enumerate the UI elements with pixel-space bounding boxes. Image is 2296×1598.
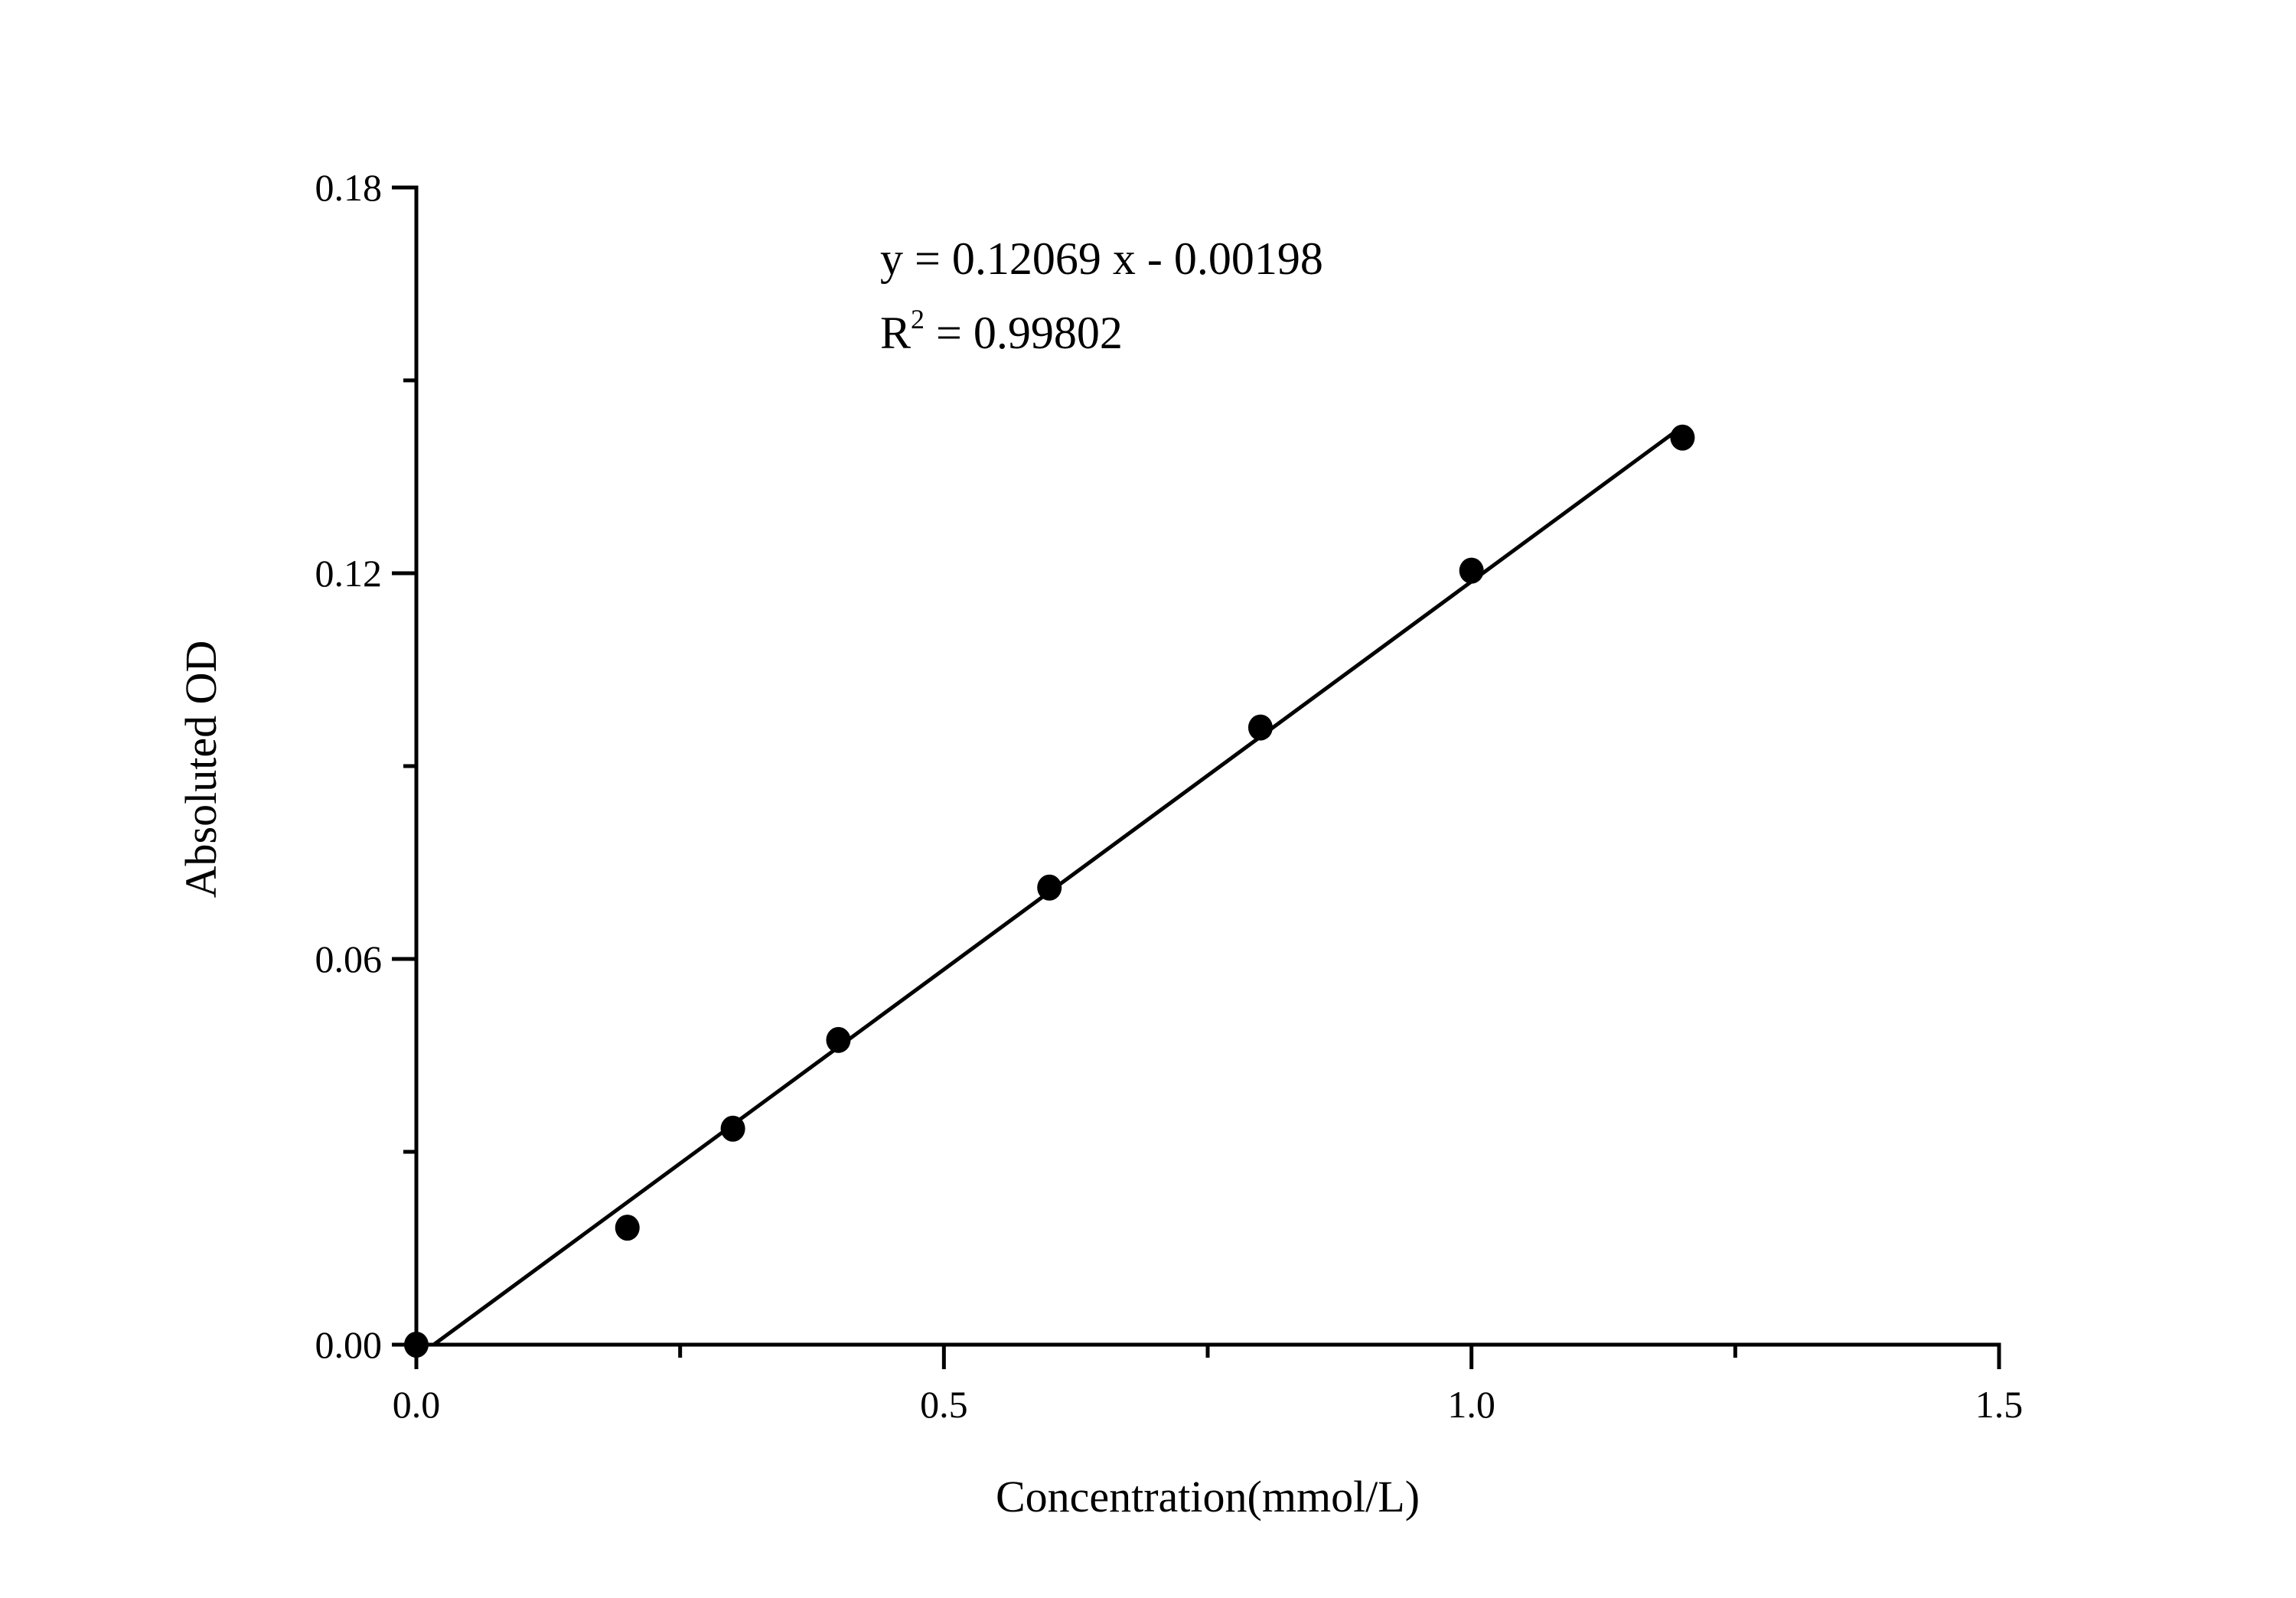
x-axis-title: Concentration(mmol/L) <box>996 1472 1420 1521</box>
y-tick-label: 0.18 <box>315 166 383 209</box>
x-tick-label: 1.5 <box>1975 1383 2024 1426</box>
data-point <box>615 1215 640 1241</box>
y-tick-labels: 0.00 0.06 0.12 0.18 <box>315 166 383 1366</box>
x-tick-label: 0.0 <box>393 1383 441 1426</box>
data-point <box>404 1332 429 1358</box>
y-tick-label: 0.00 <box>315 1323 383 1366</box>
data-point <box>1670 424 1695 451</box>
axes <box>392 185 2001 1369</box>
fit-equation: y = 0.12069 x - 0.00198 <box>880 233 1323 284</box>
x-tick-label: 0.5 <box>920 1383 968 1426</box>
data-point <box>720 1115 745 1142</box>
y-axis-title: Absoluted OD <box>176 641 226 898</box>
data-point <box>1247 714 1273 741</box>
data-point <box>826 1026 851 1053</box>
r-squared-superscript: 2 <box>911 304 925 334</box>
x-tick-label: 1.0 <box>1447 1383 1495 1426</box>
x-tick-labels: 0.0 0.5 1.0 1.5 <box>393 1383 2024 1426</box>
data-point <box>1459 557 1484 584</box>
r-squared-value: = 0.99802 <box>925 308 1123 358</box>
r-squared: R2 = 0.99802 <box>880 304 1123 358</box>
data-point <box>1037 874 1062 901</box>
y-tick-label: 0.12 <box>315 552 383 595</box>
data-points <box>404 424 1695 1358</box>
r-squared-prefix: R <box>880 308 911 358</box>
y-tick-label: 0.06 <box>315 938 383 980</box>
